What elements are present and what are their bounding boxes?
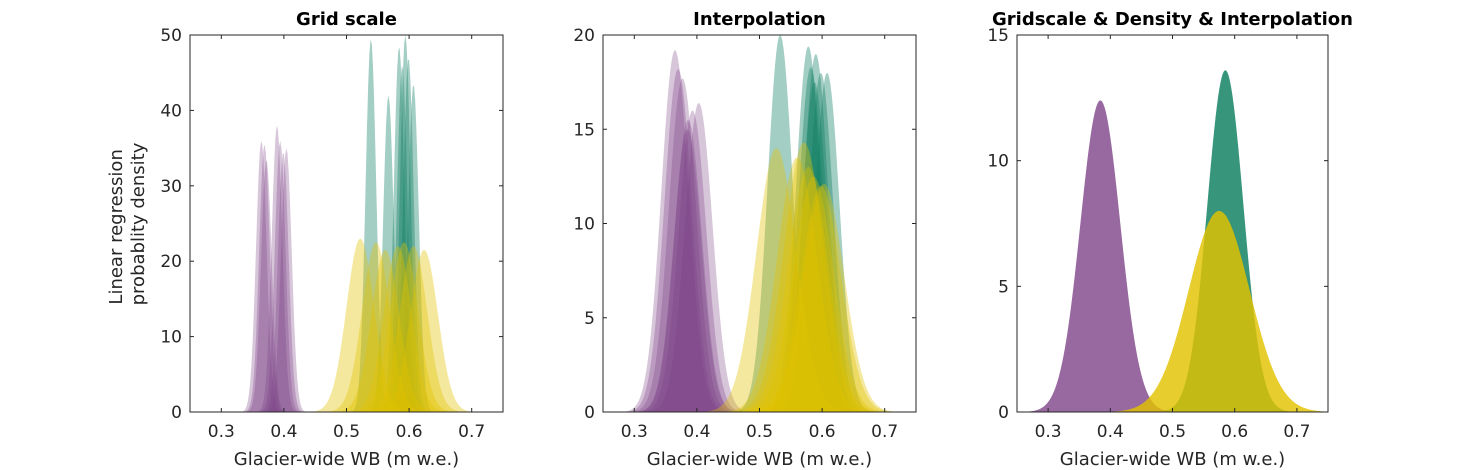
x-tick-label: 0.4 (683, 422, 710, 442)
y-tick-label: 10 (573, 215, 595, 235)
series-green (603, 35, 916, 412)
density-purple-0 (190, 141, 503, 412)
y-axis-label-line-2: probablity density (128, 142, 149, 305)
y-tick-label: 0 (171, 403, 182, 423)
y-axis-label: Linear regression probablity density (106, 142, 149, 305)
y-tick-label: 15 (987, 26, 1009, 46)
density-purple-0 (603, 50, 916, 412)
plot-marks (603, 35, 916, 412)
x-axis-label: Glacier-wide WB (m w.e.) (647, 449, 872, 470)
density-purple-2 (603, 78, 916, 412)
x-tick-label: 0.5 (1159, 422, 1186, 442)
panel-interpolation: 0.3 0.4 0.5 0.6 0.7 0 5 10 15 20 Glacier-wide WB (… (573, 9, 917, 470)
y-tick-label: 0 (584, 403, 595, 423)
y-tick-label: 15 (573, 120, 595, 140)
series-purple (1017, 100, 1328, 412)
x-tick-label: 0.7 (1283, 422, 1310, 442)
density-purple-3 (190, 126, 503, 412)
density-purple-1 (190, 144, 503, 412)
density-yellow-3 (603, 176, 916, 412)
y-tick-label: 30 (160, 177, 182, 197)
y-tick-label: 20 (160, 252, 182, 272)
density-yellow-5 (603, 183, 916, 412)
y-axis-label-line-1: Linear regression (106, 149, 127, 304)
x-axis-label: Glacier-wide WB (m w.e.) (1060, 449, 1285, 470)
x-tick-label: 0.6 (396, 422, 423, 442)
y-tick-label: 10 (160, 328, 182, 348)
density-yellow-6 (190, 250, 503, 412)
x-tick-label: 0.3 (1035, 422, 1062, 442)
y-tick-label: 5 (584, 309, 595, 329)
density-purple-1 (603, 69, 916, 412)
plot-area (190, 35, 503, 412)
x-tick-label: 0.7 (871, 422, 898, 442)
x-tick-label: 0.7 (458, 422, 485, 442)
density-purple-3 (603, 119, 916, 412)
panel-gridscale-density-interpolation: 0.3 0.4 0.5 0.6 0.7 0 5 10 15 Glacier-wide WB (m … (987, 9, 1353, 470)
y-tick-label: 40 (160, 101, 182, 121)
y-tick-label: 20 (573, 26, 595, 46)
x-tick-label: 0.6 (809, 422, 836, 442)
plot-marks (1017, 70, 1328, 412)
density-purple-5 (603, 103, 916, 412)
x-tick-label: 0.5 (333, 422, 360, 442)
density-green-0 (603, 35, 916, 412)
density-purple-2 (190, 160, 503, 412)
x-tick-label: 0.4 (270, 422, 297, 442)
density-green-5 (603, 72, 916, 412)
series-purple (603, 50, 916, 412)
density-yellow-0 (603, 148, 916, 412)
y-tick-label: 10 (987, 152, 1009, 172)
y-tick-label: 5 (998, 277, 1009, 297)
density-purple-4 (603, 110, 916, 412)
density-yellow-4 (603, 185, 916, 412)
panel-title: Interpolation (693, 9, 826, 30)
plot-area (603, 35, 916, 412)
y-tick-label: 0 (998, 403, 1009, 423)
series-yellow (190, 238, 503, 412)
density-yellow-5 (190, 246, 503, 412)
panel-title: Grid scale (296, 9, 397, 30)
density-yellow-6 (603, 167, 916, 412)
density-yellow-0 (1017, 210, 1328, 412)
series-yellow (1017, 210, 1328, 412)
x-tick-label: 0.3 (621, 422, 648, 442)
x-tick-label: 0.4 (1097, 422, 1124, 442)
x-tick-label: 0.5 (746, 422, 773, 442)
x-tick-label: 0.3 (208, 422, 235, 442)
series-yellow (603, 142, 916, 412)
x-tick-label: 0.6 (1221, 422, 1248, 442)
y-tick-label: 50 (160, 26, 182, 46)
plot-marks (190, 35, 503, 412)
density-purple-6 (603, 129, 916, 412)
panel-grid-scale: 0.3 0.4 0.5 0.6 0.7 0 10 20 30 40 50 Glacier-wide W… (160, 9, 504, 470)
density-yellow-4 (190, 242, 503, 412)
series-purple (190, 126, 503, 412)
density-yellow-0 (190, 238, 503, 412)
x-axis-label: Glacier-wide WB (m w.e.) (234, 449, 459, 470)
density-green-4 (603, 72, 916, 412)
density-purple-0 (1017, 100, 1328, 412)
panel-title: Gridscale & Density & Interpolation (992, 9, 1353, 30)
